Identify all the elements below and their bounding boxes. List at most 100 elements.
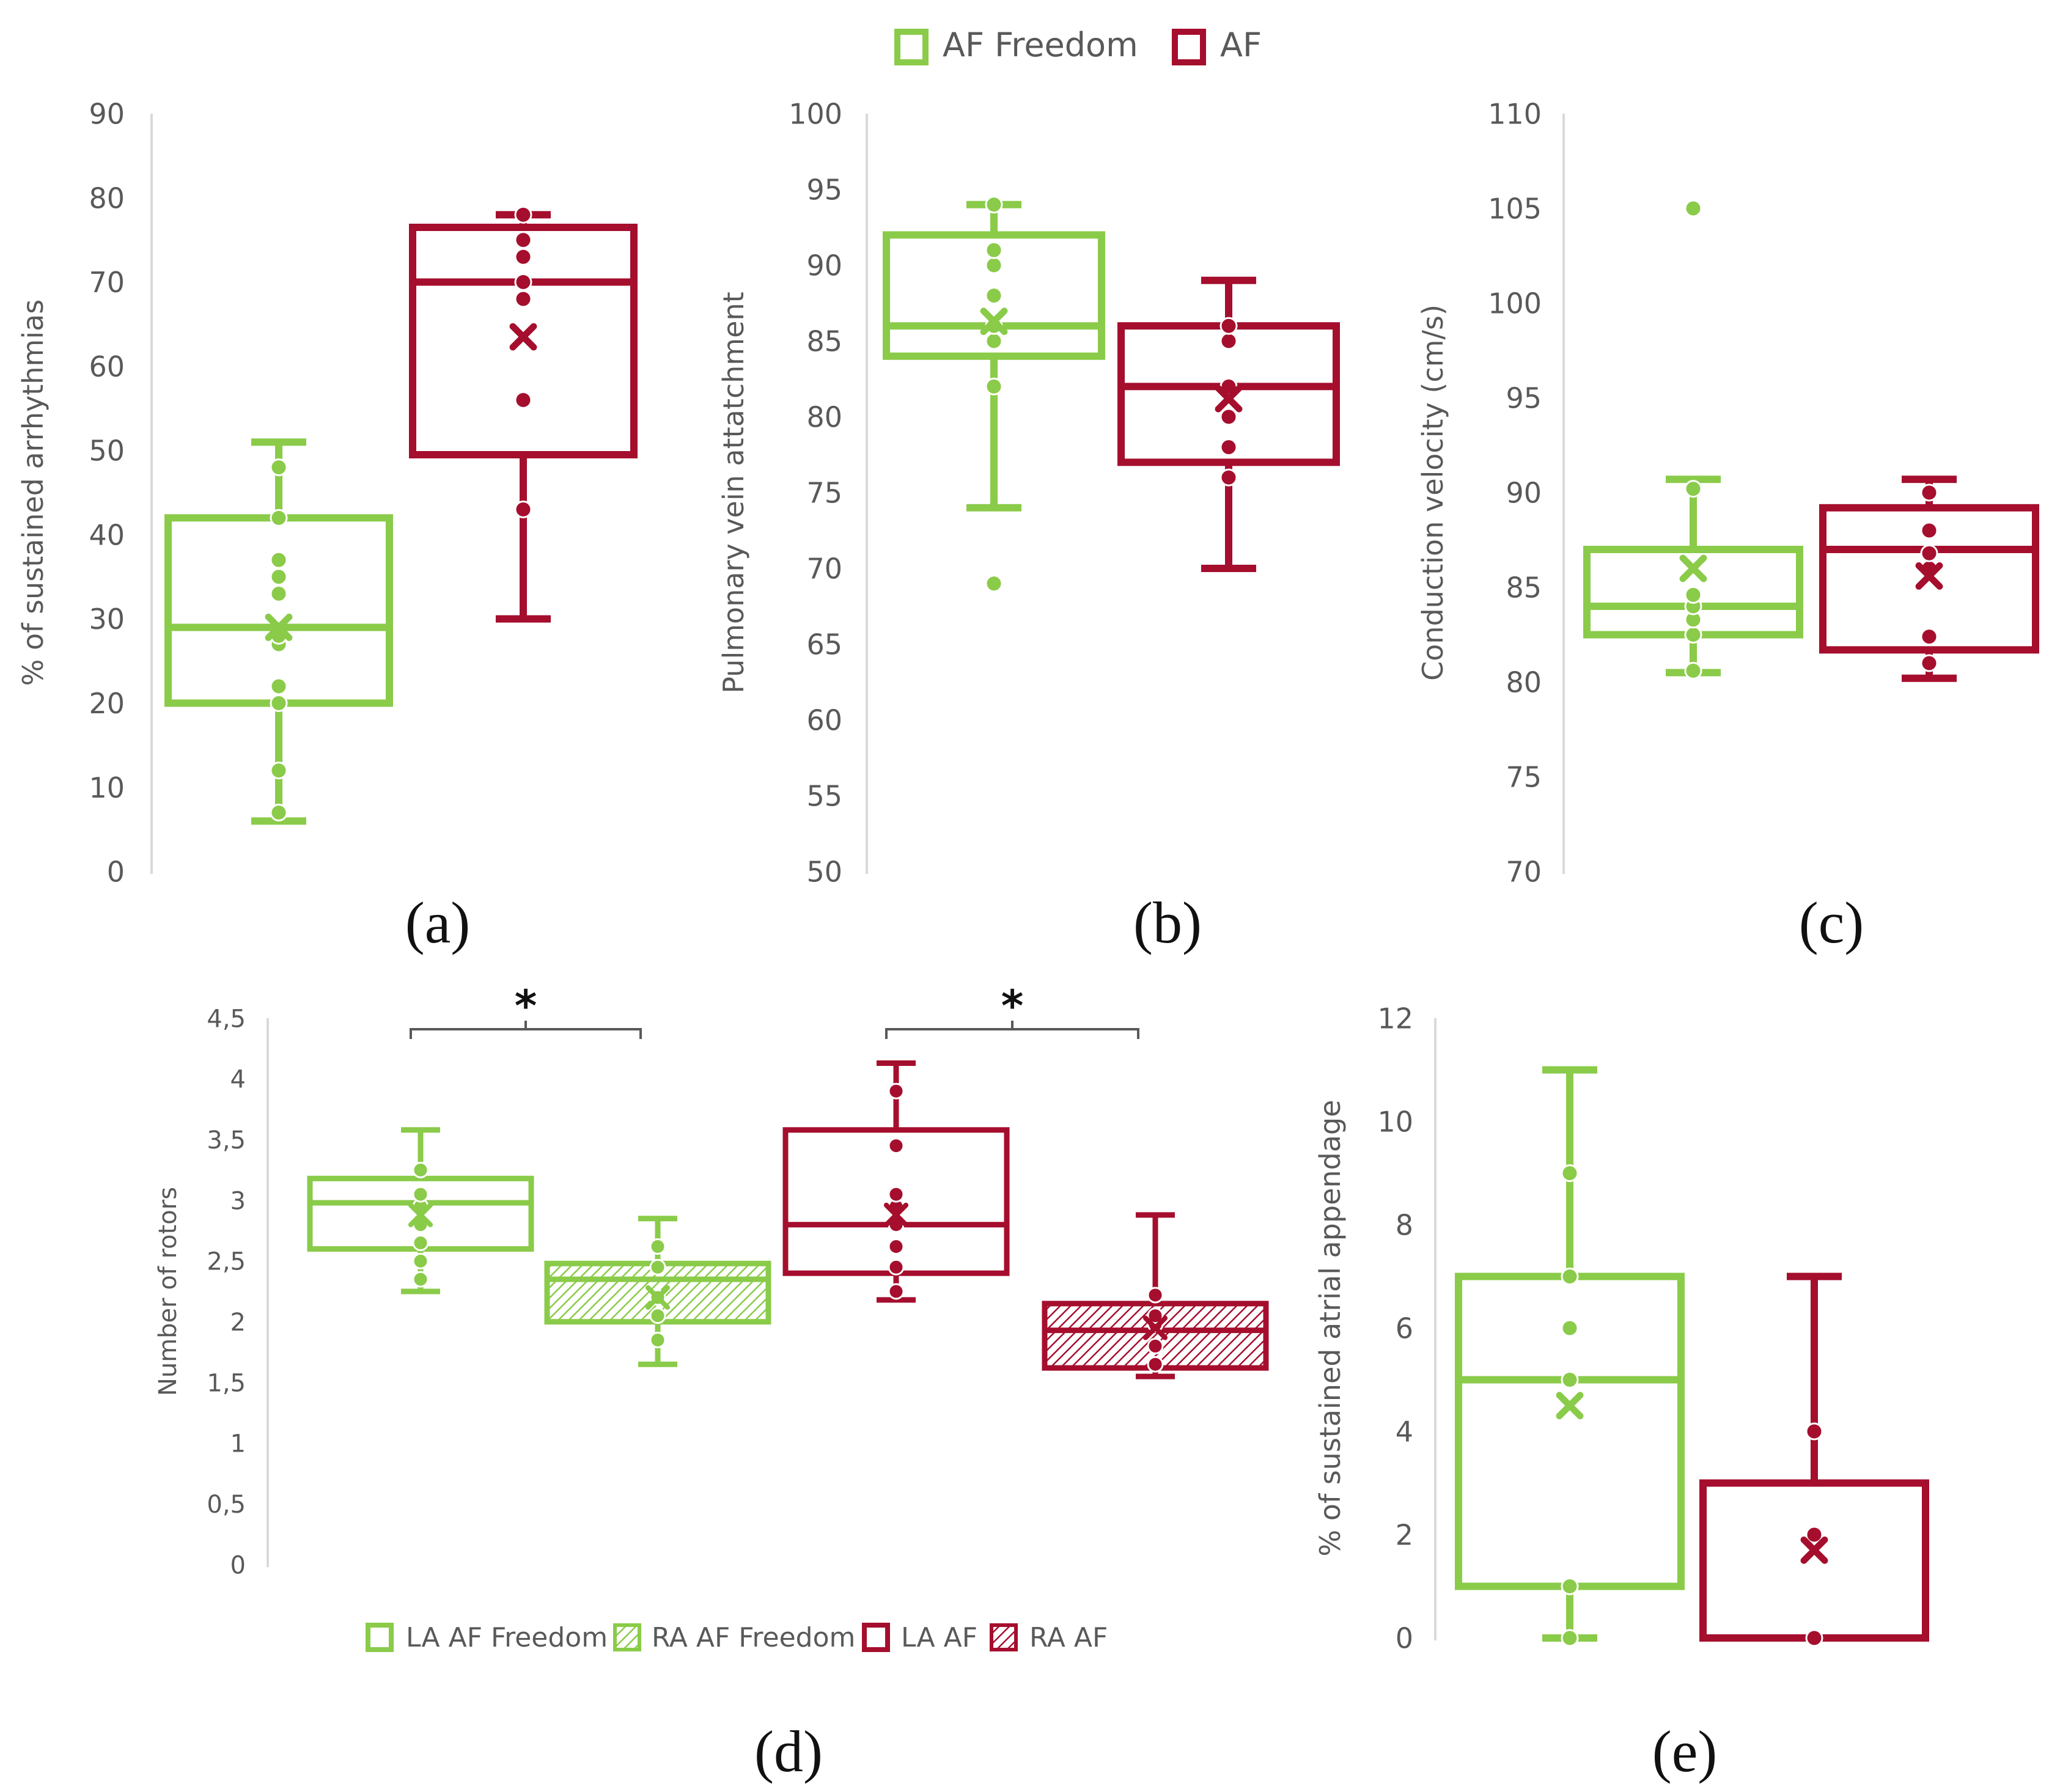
- data-point: [1920, 628, 1938, 646]
- legend-swatch-ra-af-freedom: [613, 1623, 641, 1651]
- data-point: [1561, 1371, 1579, 1389]
- data-point: [1805, 1629, 1823, 1647]
- rotor-legend: LA AF Freedom RA AF Freedom LA AF RA AF: [366, 1622, 1108, 1653]
- data-point: [1561, 1629, 1579, 1647]
- data-point: [270, 509, 288, 527]
- data-point: [1219, 332, 1238, 350]
- data-point: [1684, 199, 1702, 218]
- box-iqr: [1699, 1479, 1929, 1642]
- data-point: [1147, 1356, 1164, 1373]
- panel-label: (a): [405, 890, 471, 955]
- data-point: [514, 290, 532, 308]
- box-series-af: [1819, 476, 2039, 682]
- data-point: [412, 1186, 429, 1203]
- data-point: [985, 196, 1003, 214]
- legend-label-la-af: LA AF: [901, 1622, 977, 1653]
- y-tick-label: 80: [1506, 666, 1542, 699]
- legend-swatch-af: [1172, 29, 1206, 65]
- y-tick-label: 55: [806, 780, 842, 813]
- box-series-la-af-freedom: [307, 1127, 534, 1294]
- data-point: [985, 256, 1003, 274]
- y-tick-label: 0: [1396, 1622, 1413, 1655]
- top-legend: AF Freedom AF: [894, 26, 1262, 65]
- legend-item-la-af: LA AF: [862, 1622, 977, 1653]
- y-tick-label: 1,5: [207, 1369, 246, 1397]
- legend-label-af: AF: [1220, 26, 1262, 64]
- data-point: [649, 1331, 666, 1348]
- significance-bracket: *: [885, 981, 1139, 1039]
- data-point: [1920, 521, 1938, 540]
- legend-label-af-freedom: AF Freedom: [943, 26, 1138, 64]
- data-point: [985, 377, 1003, 395]
- data-point: [270, 677, 288, 696]
- mean-marker: [408, 1202, 433, 1227]
- data-point: [1920, 483, 1938, 502]
- legend-label-ra-af: RA AF: [1029, 1622, 1108, 1653]
- y-axis-label: Pulmonary vein attatchment: [717, 292, 750, 693]
- legend-item-af-freedom: AF Freedom: [894, 26, 1138, 65]
- legend-swatch-ra-af: [990, 1623, 1018, 1651]
- mean-marker: [1679, 554, 1707, 582]
- significance-bracket: *: [410, 981, 642, 1039]
- panel-c: 70 75 80 85 90 95 100 105 110 Conduction velocity…: [1416, 98, 2039, 955]
- data-point: [270, 584, 288, 603]
- data-point: [985, 287, 1003, 305]
- data-point: [985, 575, 1003, 593]
- legend-swatch-la-af: [862, 1623, 890, 1652]
- box-series-af-freedom: [883, 196, 1105, 593]
- y-tick-label: 90: [1506, 477, 1542, 510]
- y-axis-label: Number of rotors: [154, 1187, 182, 1396]
- box-series-af: [1699, 1272, 1929, 1647]
- legend-swatch-la-af-freedom: [366, 1623, 394, 1652]
- data-point: [270, 458, 288, 477]
- mean-marker: [1142, 1315, 1168, 1340]
- mean-marker: [1915, 562, 1943, 590]
- mean-marker: [265, 614, 293, 641]
- y-tick-label: 0,5: [207, 1491, 246, 1519]
- data-point: [1684, 626, 1702, 644]
- legend-label-ra-af-freedom: RA AF Freedom: [652, 1622, 855, 1653]
- y-axis-label: % of sustained arrhythmias: [17, 299, 50, 686]
- y-tick-label: 100: [1488, 287, 1542, 320]
- data-point: [514, 231, 532, 249]
- data-point: [270, 804, 288, 822]
- y-tick-label: 60: [806, 704, 842, 737]
- y-tick-label: 85: [1506, 571, 1542, 604]
- data-point: [1147, 1287, 1164, 1304]
- y-tick-label: 95: [806, 174, 842, 207]
- data-point: [1561, 1319, 1579, 1337]
- data-point: [514, 205, 532, 224]
- significance-star: *: [1001, 981, 1024, 1031]
- data-point: [270, 568, 288, 586]
- mean-marker: [1800, 1536, 1828, 1564]
- panel-label: (d): [754, 1719, 823, 1784]
- data-point: [412, 1161, 429, 1178]
- data-point: [1684, 586, 1702, 604]
- y-tick-label: 0: [230, 1551, 246, 1579]
- box-iqr: [409, 224, 638, 458]
- y-tick-label: 90: [806, 249, 842, 282]
- y-tick-label: 70: [89, 266, 125, 299]
- y-tick-label: 2: [230, 1309, 246, 1337]
- data-point: [1920, 654, 1938, 672]
- y-tick-label: 75: [1506, 761, 1542, 794]
- box-series-af-freedom: [1583, 199, 1803, 680]
- mean-marker: [1215, 384, 1243, 413]
- panel-label: (b): [1133, 890, 1202, 955]
- data-point: [1147, 1307, 1164, 1324]
- y-tick-label: 70: [1506, 856, 1542, 889]
- mean-marker: [883, 1202, 909, 1227]
- data-point: [412, 1271, 429, 1288]
- y-tick-label: 110: [1488, 98, 1542, 131]
- legend-label-la-af-freedom: LA AF Freedom: [406, 1622, 608, 1653]
- box-iqr: [883, 231, 1105, 360]
- significance-star: *: [515, 981, 537, 1031]
- data-point: [270, 762, 288, 780]
- y-tick-label: 4: [1396, 1416, 1413, 1449]
- box-iqr: [1819, 504, 2039, 654]
- data-point: [1805, 1422, 1823, 1441]
- mean-marker: [509, 323, 537, 351]
- data-point: [1561, 1268, 1579, 1285]
- y-tick-label: 85: [806, 325, 842, 358]
